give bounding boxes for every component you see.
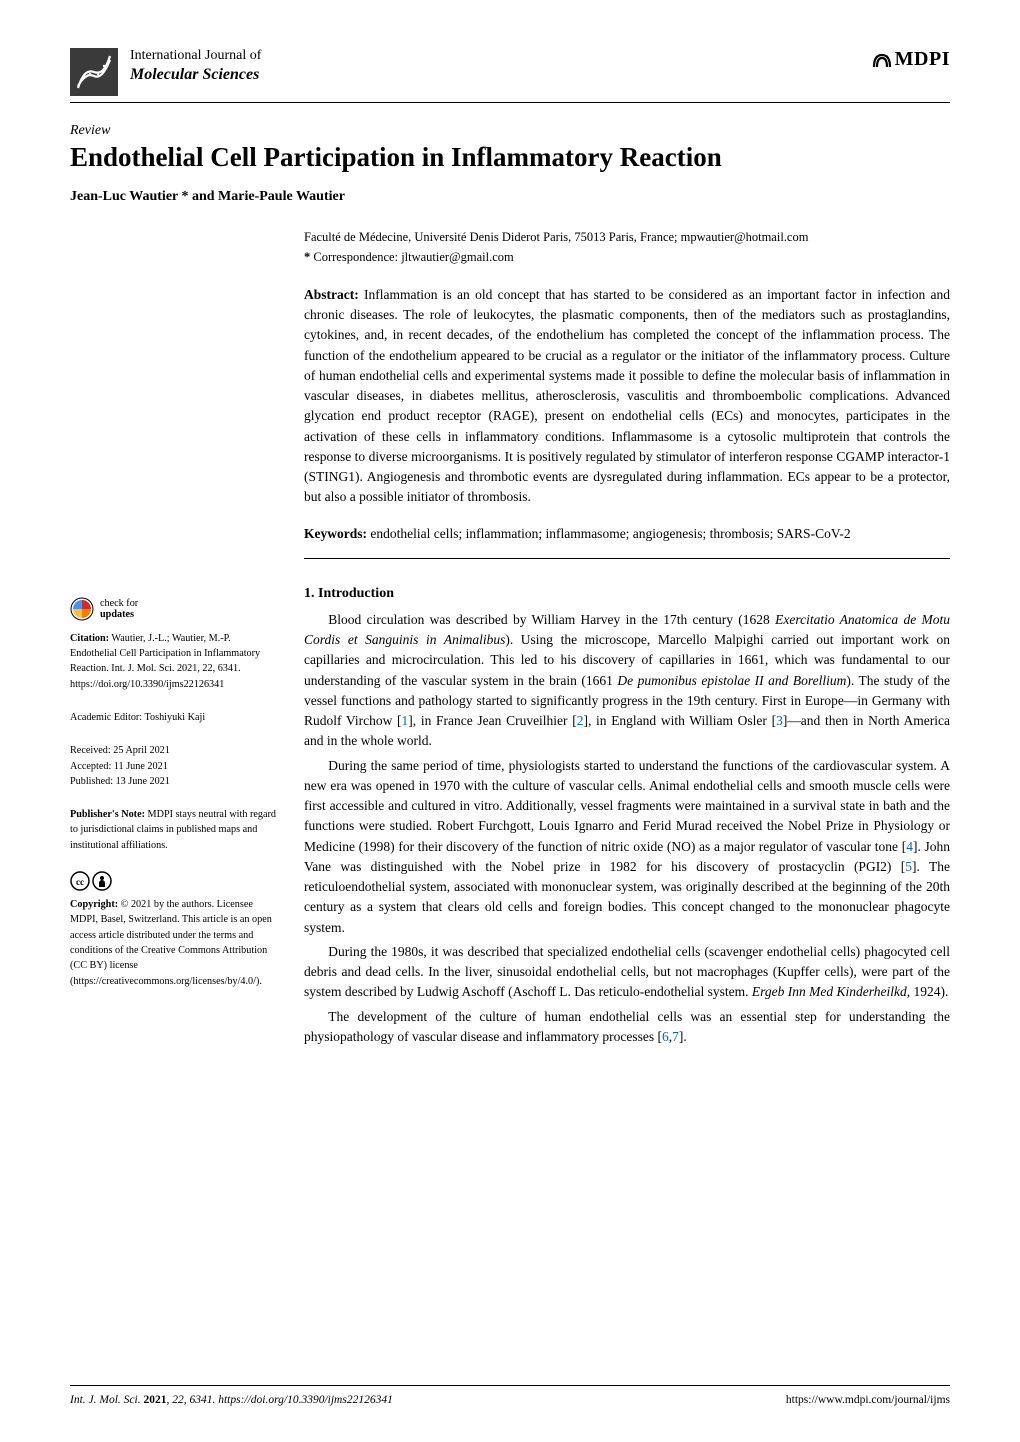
section-1-heading: 1. Introduction xyxy=(304,583,950,604)
journal-name: International Journal of Molecular Scien… xyxy=(130,48,261,84)
affiliation-text: Faculté de Médecine, Université Denis Di… xyxy=(304,227,950,247)
correspondence-text: Correspondence: jltwautier@gmail.com xyxy=(313,250,513,264)
mdpi-mark-icon xyxy=(871,49,893,71)
intro-paragraph-3: During the 1980s, it was described that … xyxy=(304,942,950,1003)
editor-block: Academic Editor: Toshiyuki Kaji xyxy=(70,710,276,725)
p3-text-b: , 1924). xyxy=(907,984,949,999)
date-received: Received: 25 April 2021 xyxy=(70,743,276,758)
abstract-label: Abstract: xyxy=(304,287,359,302)
ref-3[interactable]: 3 xyxy=(776,713,783,728)
dates-block: Received: 25 April 2021 Accepted: 11 Jun… xyxy=(70,743,276,789)
footer-year: 2021 xyxy=(143,1394,166,1406)
copyright-block: Copyright: © 2021 by the authors. Licens… xyxy=(70,897,276,989)
editor-label: Academic Editor: xyxy=(70,712,145,723)
ref-4[interactable]: 4 xyxy=(906,839,913,854)
footer-journal-url[interactable]: https://www.mdpi.com/journal/ijms xyxy=(786,1394,950,1406)
by-icon xyxy=(92,871,112,891)
correspondence-marker: * xyxy=(304,250,310,264)
check-updates-line1: check for xyxy=(100,598,138,609)
intro-paragraph-4: The development of the culture of human … xyxy=(304,1007,950,1048)
intro-paragraph-1: Blood circulation was described by Willi… xyxy=(304,610,950,752)
p1-text-a: Blood circulation was described by Willi… xyxy=(328,612,775,627)
svg-text:cc: cc xyxy=(76,877,84,887)
publisher-note-label: Publisher's Note: xyxy=(70,809,145,820)
abstract-text: Inflammation is an old concept that has … xyxy=(304,287,950,505)
check-for-updates[interactable]: check for updates xyxy=(70,597,276,621)
article-type: Review xyxy=(70,123,950,139)
keywords-text: endothelial cells; inflammation; inflamm… xyxy=(370,526,850,541)
editor-name: Toshiyuki Kaji xyxy=(145,712,206,723)
date-published: Published: 13 June 2021 xyxy=(70,774,276,789)
p1-text-e: ], in England with William Osler [ xyxy=(583,713,776,728)
p3-italic-1: Ergeb Inn Med Kinderheilkd xyxy=(752,984,907,999)
p2-text-a: During the same period of time, physiolo… xyxy=(304,758,950,854)
footer-citation-rest: , 22, 6341. https://doi.org/10.3390/ijms… xyxy=(166,1394,392,1406)
date-accepted: Accepted: 11 June 2021 xyxy=(70,759,276,774)
intro-paragraph-2: During the same period of time, physiolo… xyxy=(304,756,950,938)
check-updates-line2: updates xyxy=(100,609,138,620)
article-authors: Jean-Luc Wautier * and Marie-Paule Wauti… xyxy=(70,189,950,205)
p1-text-d: ], in France Jean Cruveilhier [ xyxy=(408,713,576,728)
journal-name-line2: Molecular Sciences xyxy=(130,65,261,84)
cc-license-badge: cc xyxy=(70,871,276,891)
correspondence-line: * Correspondence: jltwautier@gmail.com xyxy=(304,247,950,267)
ijms-logo-icon xyxy=(70,48,118,96)
journal-logo-block: International Journal of Molecular Scien… xyxy=(70,48,261,96)
header-rule xyxy=(70,102,950,103)
p4-text-a: The development of the culture of human … xyxy=(304,1009,950,1044)
ref-7[interactable]: 7 xyxy=(672,1029,679,1044)
check-updates-icon xyxy=(70,597,94,621)
footer-journal-abbrev: Int. J. Mol. Sci. xyxy=(70,1394,143,1406)
check-updates-text: check for updates xyxy=(100,598,138,620)
keywords-block: Keywords: endothelial cells; inflammatio… xyxy=(304,524,950,544)
cc-icon: cc xyxy=(70,871,90,891)
citation-label: Citation: xyxy=(70,633,109,644)
publisher-note-block: Publisher's Note: MDPI stays neutral wit… xyxy=(70,807,276,853)
copyright-label: Copyright: xyxy=(70,899,118,910)
footer-citation: Int. J. Mol. Sci. 2021, 22, 6341. https:… xyxy=(70,1394,393,1406)
main-column: Faculté de Médecine, Université Denis Di… xyxy=(304,227,950,1051)
article-title: Endothelial Cell Participation in Inflam… xyxy=(70,141,950,175)
abstract-block: Abstract: Inflammation is an old concept… xyxy=(304,285,950,508)
footer-rule xyxy=(70,1385,950,1386)
p4-text-b: ]. xyxy=(679,1029,687,1044)
ref-6[interactable]: 6 xyxy=(662,1029,669,1044)
page-header: International Journal of Molecular Scien… xyxy=(70,48,950,96)
mdpi-logo-text: MDPI xyxy=(895,48,950,71)
keywords-label: Keywords: xyxy=(304,526,367,541)
journal-name-line1: International Journal of xyxy=(130,48,261,65)
abstract-rule xyxy=(304,558,950,559)
copyright-text: © 2021 by the authors. Licensee MDPI, Ba… xyxy=(70,899,272,986)
citation-block: Citation: Wautier, J.-L.; Wautier, M.-P.… xyxy=(70,631,276,692)
affiliation-block: Faculté de Médecine, Université Denis Di… xyxy=(304,227,950,267)
mdpi-logo: MDPI xyxy=(871,48,950,71)
sidebar-column: check for updates Citation: Wautier, J.-… xyxy=(70,227,276,1051)
page-footer: Int. J. Mol. Sci. 2021, 22, 6341. https:… xyxy=(70,1377,950,1406)
p1-italic-2: De pumonibus epistolae II and Borellium xyxy=(617,673,846,688)
